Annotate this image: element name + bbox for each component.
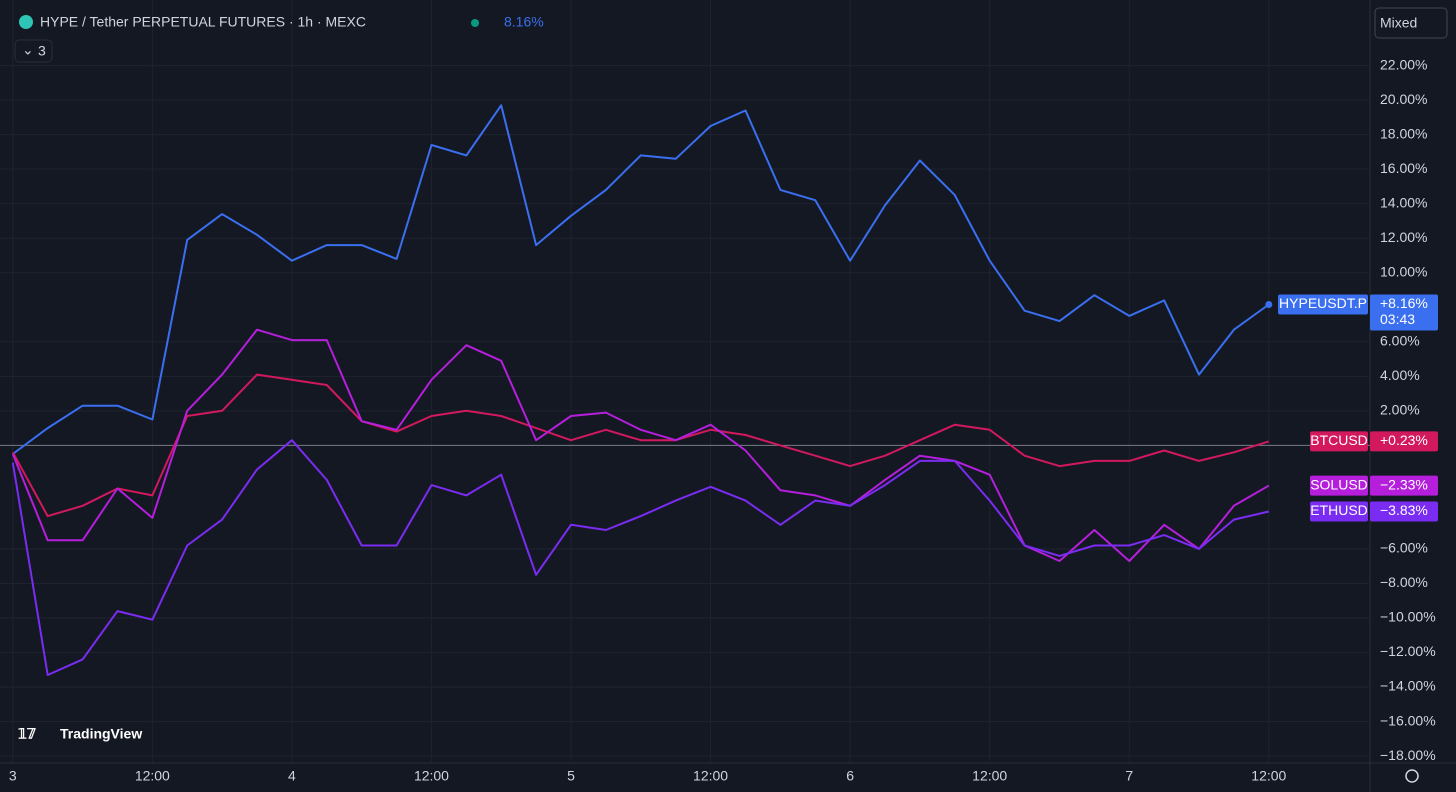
series-name: HYPEUSDT.P	[1279, 295, 1367, 311]
x-tick-label: 7	[1125, 768, 1133, 784]
symbol-title: HYPE / Tether PERPETUAL FUTURES · 1h · M…	[40, 14, 366, 30]
grid: 22.00% 20.00% 18.00% 16.00% 14.00% 12.00% 10.0…	[0, 0, 1436, 784]
chevron: ⌄	[22, 42, 34, 58]
y-tick-label: −14.00%	[1380, 678, 1436, 694]
series-line	[11, 328, 1270, 562]
series-name: BTCUSD	[1310, 432, 1368, 448]
y-tick-label: −18.00%	[1380, 747, 1436, 763]
y-tick-label: 2.00%	[1380, 402, 1420, 418]
series-line	[11, 373, 1270, 518]
symbol-icon	[19, 15, 33, 29]
change: 8.16%	[504, 14, 544, 30]
market-status[interactable]	[471, 19, 479, 27]
y-tick-label: −10.00%	[1380, 609, 1436, 625]
y-tick-label: −8.00%	[1380, 574, 1428, 590]
x-tick-label: 4	[288, 768, 296, 784]
y-tick-label: 18.00%	[1380, 125, 1427, 141]
y-tick-label: 20.00%	[1380, 91, 1427, 107]
series-line	[12, 104, 1270, 455]
y-tick-label: 16.00%	[1380, 160, 1427, 176]
indicator-count: 3	[38, 43, 46, 59]
series-name-box	[1310, 475, 1368, 496]
series-name-box	[1310, 431, 1368, 452]
logo: TradingView	[60, 726, 142, 742]
y-tick-label: 6.00%	[1380, 332, 1420, 348]
series-value: +0.23%	[1380, 432, 1428, 448]
y-tick-label: −12.00%	[1380, 643, 1436, 659]
x-tick-label: 5	[567, 768, 575, 784]
x-tick-label: 12:00	[135, 768, 170, 784]
series-value-box	[1370, 501, 1438, 522]
x-tick-label: 3	[9, 768, 17, 784]
scale-mode: Mixed	[1380, 15, 1417, 31]
labels: HYPEUSDT.P +8.16%03:43 BTCUSD +0.23% SOLUSD −…	[1265, 294, 1438, 522]
y-tick-label: −6.00%	[1380, 540, 1428, 556]
series-lines	[11, 104, 1270, 676]
series-value: −3.83%	[1380, 502, 1428, 518]
series-value: −2.33%	[1380, 476, 1428, 492]
series-name-box	[1278, 294, 1368, 315]
settings-button[interactable]	[1405, 769, 1419, 783]
series-name: ETHUSD	[1310, 502, 1368, 518]
y-tick-label: 14.00%	[1380, 194, 1427, 210]
x-tick-label: 6	[846, 768, 854, 784]
scale-mode-button[interactable]	[1374, 7, 1448, 39]
countdown: 03:43	[1380, 311, 1415, 327]
series-value-box	[1370, 431, 1438, 452]
indicator-toggle[interactable]	[14, 39, 53, 63]
series-value-box	[1370, 475, 1438, 496]
x-tick-label: 12:00	[414, 768, 449, 784]
series-name: SOLUSD	[1310, 476, 1368, 492]
last-point	[1265, 301, 1273, 309]
y-tick-label: 4.00%	[1380, 367, 1420, 383]
x-tick-label: 12:00	[693, 768, 728, 784]
series-value-box	[1370, 294, 1438, 331]
y-tick-label: 22.00%	[1380, 56, 1427, 72]
x-tick-label: 12:00	[1251, 768, 1286, 784]
y-tick-label: −16.00%	[1380, 712, 1436, 728]
series-value: +8.16%	[1380, 295, 1428, 311]
y-tick-label: 10.00%	[1380, 263, 1427, 279]
x-tick-label: 12:00	[972, 768, 1007, 784]
y-tick-label: 12.00%	[1380, 229, 1427, 245]
series-line	[11, 439, 1270, 676]
series-name-box	[1310, 501, 1368, 522]
logo-mark: 𝟙𝟟	[18, 726, 36, 742]
